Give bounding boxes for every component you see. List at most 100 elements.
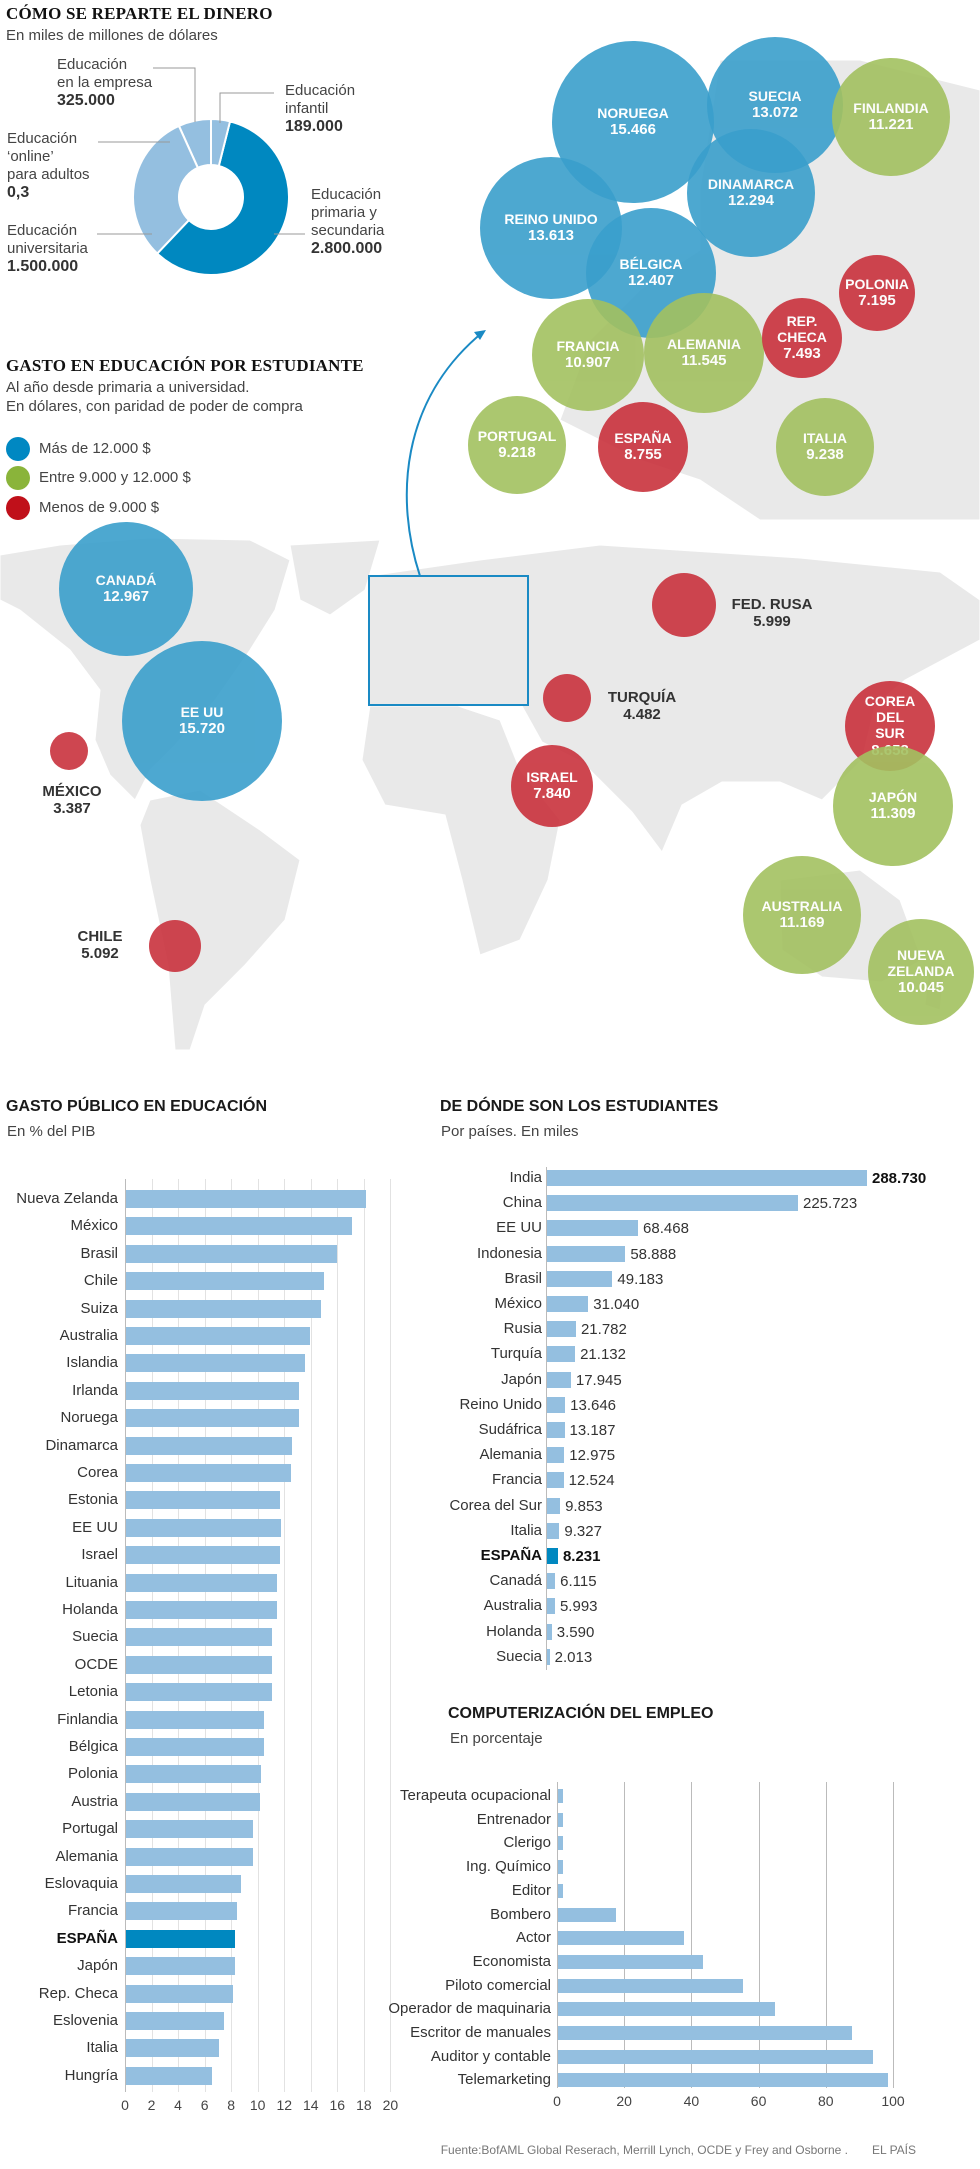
axis-line xyxy=(546,1167,547,1670)
bar-category-label: Rep. Checa xyxy=(38,1984,118,2002)
gridline xyxy=(390,1179,392,2092)
legend-label-high: Más de 12.000 $ xyxy=(39,440,151,457)
donut-label-primaria: Educación primaria y secundaria 2.800.000 xyxy=(311,186,385,257)
bar-category-label: India xyxy=(509,1169,542,1186)
bar-category-label: Ing. Químico xyxy=(465,1858,551,1876)
bubble-chile xyxy=(149,920,201,972)
bar-value-label: 12.524 xyxy=(568,1472,615,1490)
bar-category-label: Corea del Sur xyxy=(449,1496,542,1514)
bar xyxy=(547,1371,571,1388)
bar-category-label: China xyxy=(502,1194,542,1212)
bar xyxy=(547,1270,613,1287)
donut-slice-universitaria xyxy=(132,124,200,255)
bar-category-label: Operador de maquinaria xyxy=(388,2000,551,2018)
country-value: 12.294 xyxy=(728,192,774,210)
donut-label-universitaria: Educación universitaria 1.500.000 xyxy=(7,222,88,275)
bubble-label-fed-rusa: FED. RUSA 5.999 xyxy=(712,596,832,630)
country-name: ISRAEL xyxy=(526,769,578,786)
bar-value-label: 49.183 xyxy=(617,1270,664,1288)
map-title: GASTO EN EDUCACIÓN POR ESTUDIANTE xyxy=(6,356,364,375)
bar-category-label: Lituania xyxy=(65,1573,118,1591)
axis-tick-label: 8 xyxy=(227,2097,236,2113)
donut-label-online: Educación ‘online’ para adultos 0,3 xyxy=(7,130,90,201)
bar-category-label: Suecia xyxy=(496,1647,542,1665)
bar xyxy=(547,1623,552,1640)
bar-category-label: Francia xyxy=(67,1902,118,1920)
country-name: CHECA xyxy=(777,329,827,346)
bar-category-label: Auditor y contable xyxy=(430,2047,551,2065)
bar-category-label: Japón xyxy=(77,1957,118,1975)
bar xyxy=(126,1820,254,1839)
bar-category-label: Hungría xyxy=(64,2066,118,2084)
donut-title: CÓMO SE REPARTE EL DINERO xyxy=(6,4,273,23)
bubble-francia: FRANCIA 10.907 xyxy=(532,299,644,411)
bar xyxy=(547,1245,626,1262)
country-value: 7.195 xyxy=(858,292,896,310)
bar xyxy=(547,1220,639,1237)
bar-category-label: México xyxy=(70,1217,118,1235)
bar-category-label: Brasil xyxy=(504,1269,542,1287)
bubble-jap-n: JAPÓN 11.309 xyxy=(833,746,953,866)
bar xyxy=(126,1847,254,1866)
country-name: AUSTRALIA xyxy=(761,898,843,915)
bar xyxy=(558,1978,743,1993)
bar xyxy=(558,1789,564,1803)
bar-value-label: 8.231 xyxy=(562,1548,601,1565)
country-value: 9.238 xyxy=(806,446,844,464)
gridline xyxy=(893,1782,894,2088)
bar-category-label: Canadá xyxy=(489,1572,542,1590)
bar-category-label: Entrenador xyxy=(476,1810,551,1828)
locator-arrow xyxy=(405,331,484,577)
bar xyxy=(126,1683,272,1702)
bar xyxy=(558,2002,776,2017)
gridline xyxy=(310,1179,312,2092)
bar xyxy=(547,1497,561,1514)
bar xyxy=(547,1170,867,1186)
estudiantes-title: DE DÓNDE SON LOS ESTUDIANTES xyxy=(440,1098,719,1115)
bar xyxy=(126,2066,213,2085)
bar xyxy=(558,1836,564,1851)
bar-category-label: Italia xyxy=(86,2039,118,2057)
greenland-land xyxy=(289,539,381,616)
gridline xyxy=(691,1782,693,2088)
country-name: BÉLGICA xyxy=(619,256,683,273)
bubble-espa-a: ESPAÑA 8.755 xyxy=(598,402,688,492)
country-value: 12.967 xyxy=(103,588,149,606)
bar xyxy=(547,1548,558,1564)
country-name: DEL xyxy=(876,709,904,726)
bar-category-label: EE UU xyxy=(496,1219,542,1237)
bar-category-label: Economista xyxy=(472,1952,551,1970)
axis-tick-label: 12 xyxy=(276,2097,293,2113)
bar-value-label: 12.975 xyxy=(569,1447,616,1465)
bar-category-label: Nueva Zelanda xyxy=(16,1190,118,1207)
bar-value-label: 9.327 xyxy=(564,1522,602,1540)
bar-category-label: Letonia xyxy=(68,1683,118,1701)
country-name: PORTUGAL xyxy=(477,428,557,445)
bar-category-label: Irlanda xyxy=(72,1381,118,1399)
bar xyxy=(126,1190,367,1208)
gridline xyxy=(758,1782,760,2088)
bar-category-label: Polonia xyxy=(67,1765,118,1783)
legend-dot-mid xyxy=(6,466,30,490)
map-subtitle-2: En dólares, con paridad de poder de comp… xyxy=(6,398,303,415)
donut-slice-infantil xyxy=(210,117,232,168)
bar-category-label: Holanda xyxy=(62,1601,118,1618)
bar-value-label: 58.888 xyxy=(630,1245,677,1263)
axis-tick-label: 40 xyxy=(683,2093,700,2109)
country-name: JAPÓN xyxy=(868,789,918,806)
bar xyxy=(558,1883,564,1898)
country-value: 10.907 xyxy=(565,354,611,372)
country-name: ALEMANIA xyxy=(667,336,741,353)
axis-tick-label: 80 xyxy=(818,2093,834,2109)
bar xyxy=(126,1984,234,2003)
bar-category-label: Turquía xyxy=(490,1345,542,1363)
country-name: REINO UNIDO xyxy=(504,211,598,228)
bar xyxy=(547,1573,556,1590)
axis-tick-label: 6 xyxy=(200,2097,209,2113)
bar-category-label: Australia xyxy=(483,1597,542,1615)
bar xyxy=(547,1321,576,1338)
bar-category-label: Sudáfrica xyxy=(478,1421,542,1438)
bar-category-label: Francia xyxy=(491,1471,542,1489)
estudiantes-subtitle: Por países. En miles xyxy=(441,1123,579,1140)
bar-category-label: Italia xyxy=(510,1521,542,1539)
